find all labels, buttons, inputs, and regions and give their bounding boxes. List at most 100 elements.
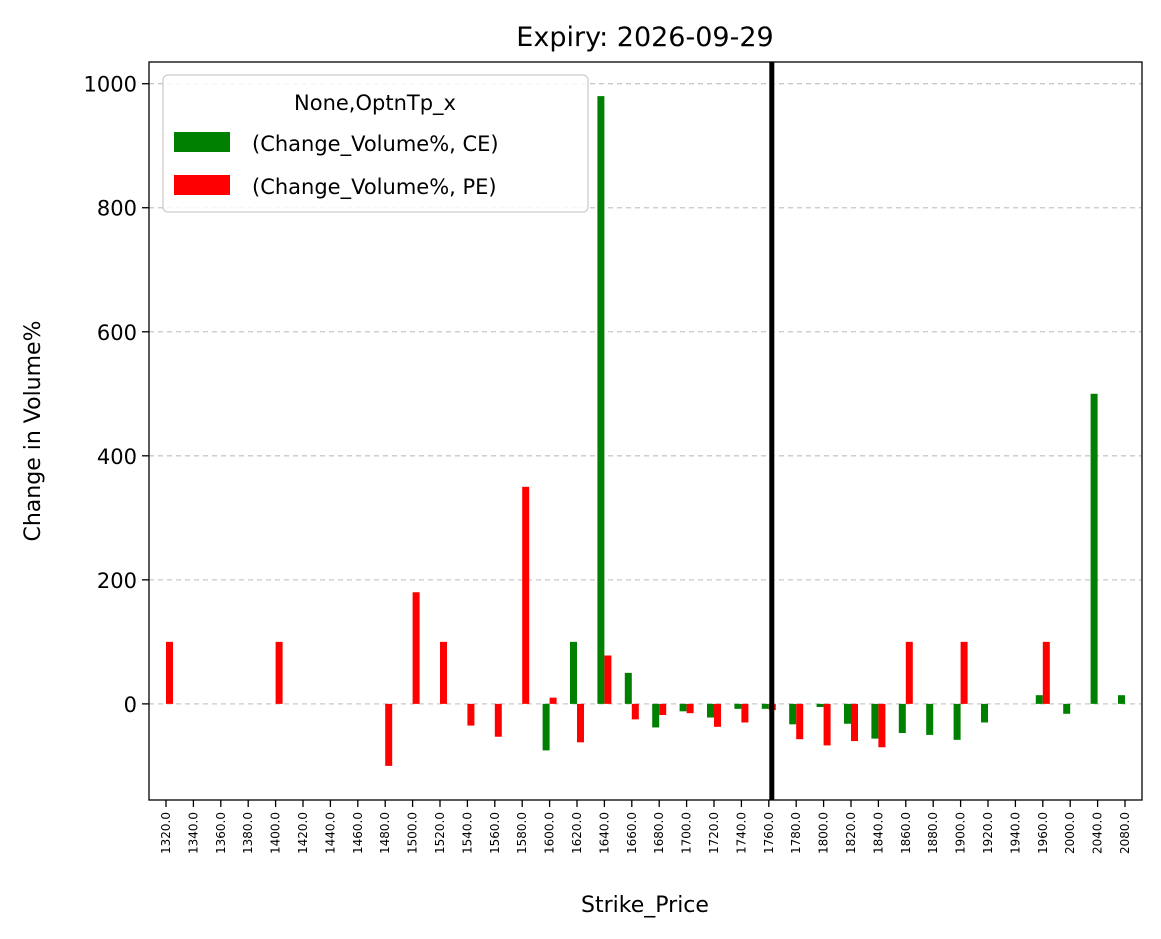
x-tick-label: 1840.0 (871, 812, 885, 854)
x-tick-label: 1380.0 (241, 812, 255, 854)
bar-ce-2000.0 (1063, 703, 1071, 714)
x-tick-label: 2040.0 (1091, 812, 1105, 854)
x-tick-label: 1520.0 (433, 812, 447, 854)
bar-ce-1760.0 (761, 703, 769, 709)
x-tick-label: 1460.0 (351, 812, 365, 854)
x-axis-ticks: 1320.0 1340.0 1360.0 1380.0 1400.0 1420.0 1440… (159, 800, 1132, 854)
bar-pe-1400.0 (275, 641, 283, 704)
y-tick-label: 800 (97, 197, 137, 221)
chart-title: Expiry: 2026-09-29 (516, 22, 773, 53)
bar-pe-1540.0 (467, 703, 475, 726)
x-tick-label: 2080.0 (1118, 812, 1132, 854)
bar-pe-1700.0 (686, 703, 694, 714)
legend-label-ce: (Change_Volume%, CE) (252, 132, 499, 157)
bar-pe-1820.0 (851, 703, 858, 742)
bar-ce-1840.0 (871, 703, 879, 739)
bar-ce-2080.0 (1118, 695, 1125, 704)
x-tick-label: 2000.0 (1063, 812, 1077, 854)
bar-pe-1740.0 (741, 703, 749, 723)
y-tick-label: 1000 (84, 73, 137, 97)
bar-ce-1800.0 (816, 703, 824, 707)
bar-ce-1960.0 (1035, 695, 1043, 704)
x-tick-label: 1700.0 (680, 812, 694, 854)
bar-ce-1820.0 (844, 703, 851, 724)
x-tick-label: 1320.0 (159, 812, 173, 854)
bars-layer (166, 96, 1125, 766)
bar-ce-1920.0 (981, 703, 988, 723)
bar-pe-1680.0 (659, 703, 667, 716)
bar-pe-1840.0 (878, 703, 886, 748)
bar-pe-1780.0 (796, 703, 804, 740)
x-tick-label: 1400.0 (269, 812, 283, 854)
x-tick-label: 1940.0 (1008, 812, 1022, 854)
y-axis-ticks: 0 200 400 600 800 1000 (84, 73, 149, 717)
x-tick-label: 1600.0 (543, 812, 557, 854)
bar-pe-1860.0 (905, 641, 913, 704)
bar-ce-1880.0 (926, 703, 934, 735)
bar-pe-1720.0 (714, 703, 721, 727)
x-tick-label: 1780.0 (789, 812, 803, 854)
y-tick-label: 200 (97, 569, 137, 593)
bar-pe-1800.0 (823, 703, 831, 746)
x-tick-label: 1660.0 (625, 812, 639, 854)
bar-pe-1580.0 (522, 486, 530, 704)
bar-pe-1520.0 (440, 641, 447, 704)
x-tick-label: 1340.0 (186, 812, 200, 854)
bar-pe-1620.0 (577, 703, 584, 743)
x-tick-label: 1820.0 (844, 812, 858, 854)
bar-ce-1900.0 (953, 703, 961, 740)
legend-swatch-pe (174, 175, 230, 195)
x-tick-label: 1860.0 (899, 812, 913, 854)
bar-ce-1680.0 (652, 703, 660, 728)
legend-label-pe: (Change_Volume%, PE) (252, 175, 497, 200)
x-tick-label: 1420.0 (296, 812, 310, 854)
x-tick-label: 1920.0 (981, 812, 995, 854)
x-tick-label: 1880.0 (926, 812, 940, 854)
bar-ce-1860.0 (898, 703, 906, 734)
x-tick-label: 1620.0 (570, 812, 584, 854)
bar-pe-1640.0 (604, 655, 612, 704)
legend-title: None,OptnTp_x (294, 91, 456, 116)
x-tick-label: 1540.0 (460, 812, 474, 854)
bar-pe-1320.0 (166, 641, 173, 704)
bar-ce-1780.0 (789, 703, 797, 725)
x-axis-label: Strike_Price (581, 893, 709, 918)
bar-ce-1600.0 (542, 703, 550, 751)
bar-ce-1740.0 (734, 703, 742, 709)
plot-frame (148, 61, 1143, 801)
x-tick-label: 1960.0 (1036, 812, 1050, 854)
x-tick-label: 1560.0 (488, 812, 502, 854)
bar-ce-1620.0 (570, 641, 577, 704)
x-tick-label: 1900.0 (954, 812, 968, 854)
x-tick-label: 1800.0 (817, 812, 831, 854)
x-tick-label: 1580.0 (515, 812, 529, 854)
legend-swatch-ce (174, 132, 230, 152)
x-tick-label: 1360.0 (214, 812, 228, 854)
x-tick-label: 1680.0 (652, 812, 666, 854)
bar-ce-1700.0 (679, 703, 687, 712)
y-tick-label: 600 (97, 321, 137, 345)
bar-pe-1900.0 (960, 641, 968, 704)
bar-pe-1560.0 (494, 703, 502, 737)
x-tick-label: 1480.0 (378, 812, 392, 854)
bar-pe-1660.0 (631, 703, 639, 720)
bar-pe-1960.0 (1042, 641, 1050, 704)
bar-ce-2040.0 (1090, 393, 1098, 704)
legend-box (162, 74, 589, 213)
x-tick-label: 1640.0 (597, 812, 611, 854)
x-tick-label: 1740.0 (734, 812, 748, 854)
legend: None,OptnTp_x (Change_Volume%, CE) (Chan… (162, 74, 589, 213)
y-axis-label: Change in Volume% (21, 321, 46, 542)
bar-pe-1600.0 (549, 697, 557, 704)
bar-pe-1480.0 (385, 703, 393, 766)
x-tick-label: 1720.0 (707, 812, 721, 854)
y-tick-label: 400 (97, 445, 137, 469)
x-tick-label: 1760.0 (762, 812, 776, 854)
y-tick-label: 0 (124, 693, 137, 717)
bar-ce-1640.0 (597, 96, 605, 704)
bar-ce-1660.0 (624, 672, 632, 704)
bar-pe-1500.0 (412, 592, 420, 704)
x-tick-label: 1440.0 (323, 812, 337, 854)
x-tick-label: 1500.0 (406, 812, 420, 854)
